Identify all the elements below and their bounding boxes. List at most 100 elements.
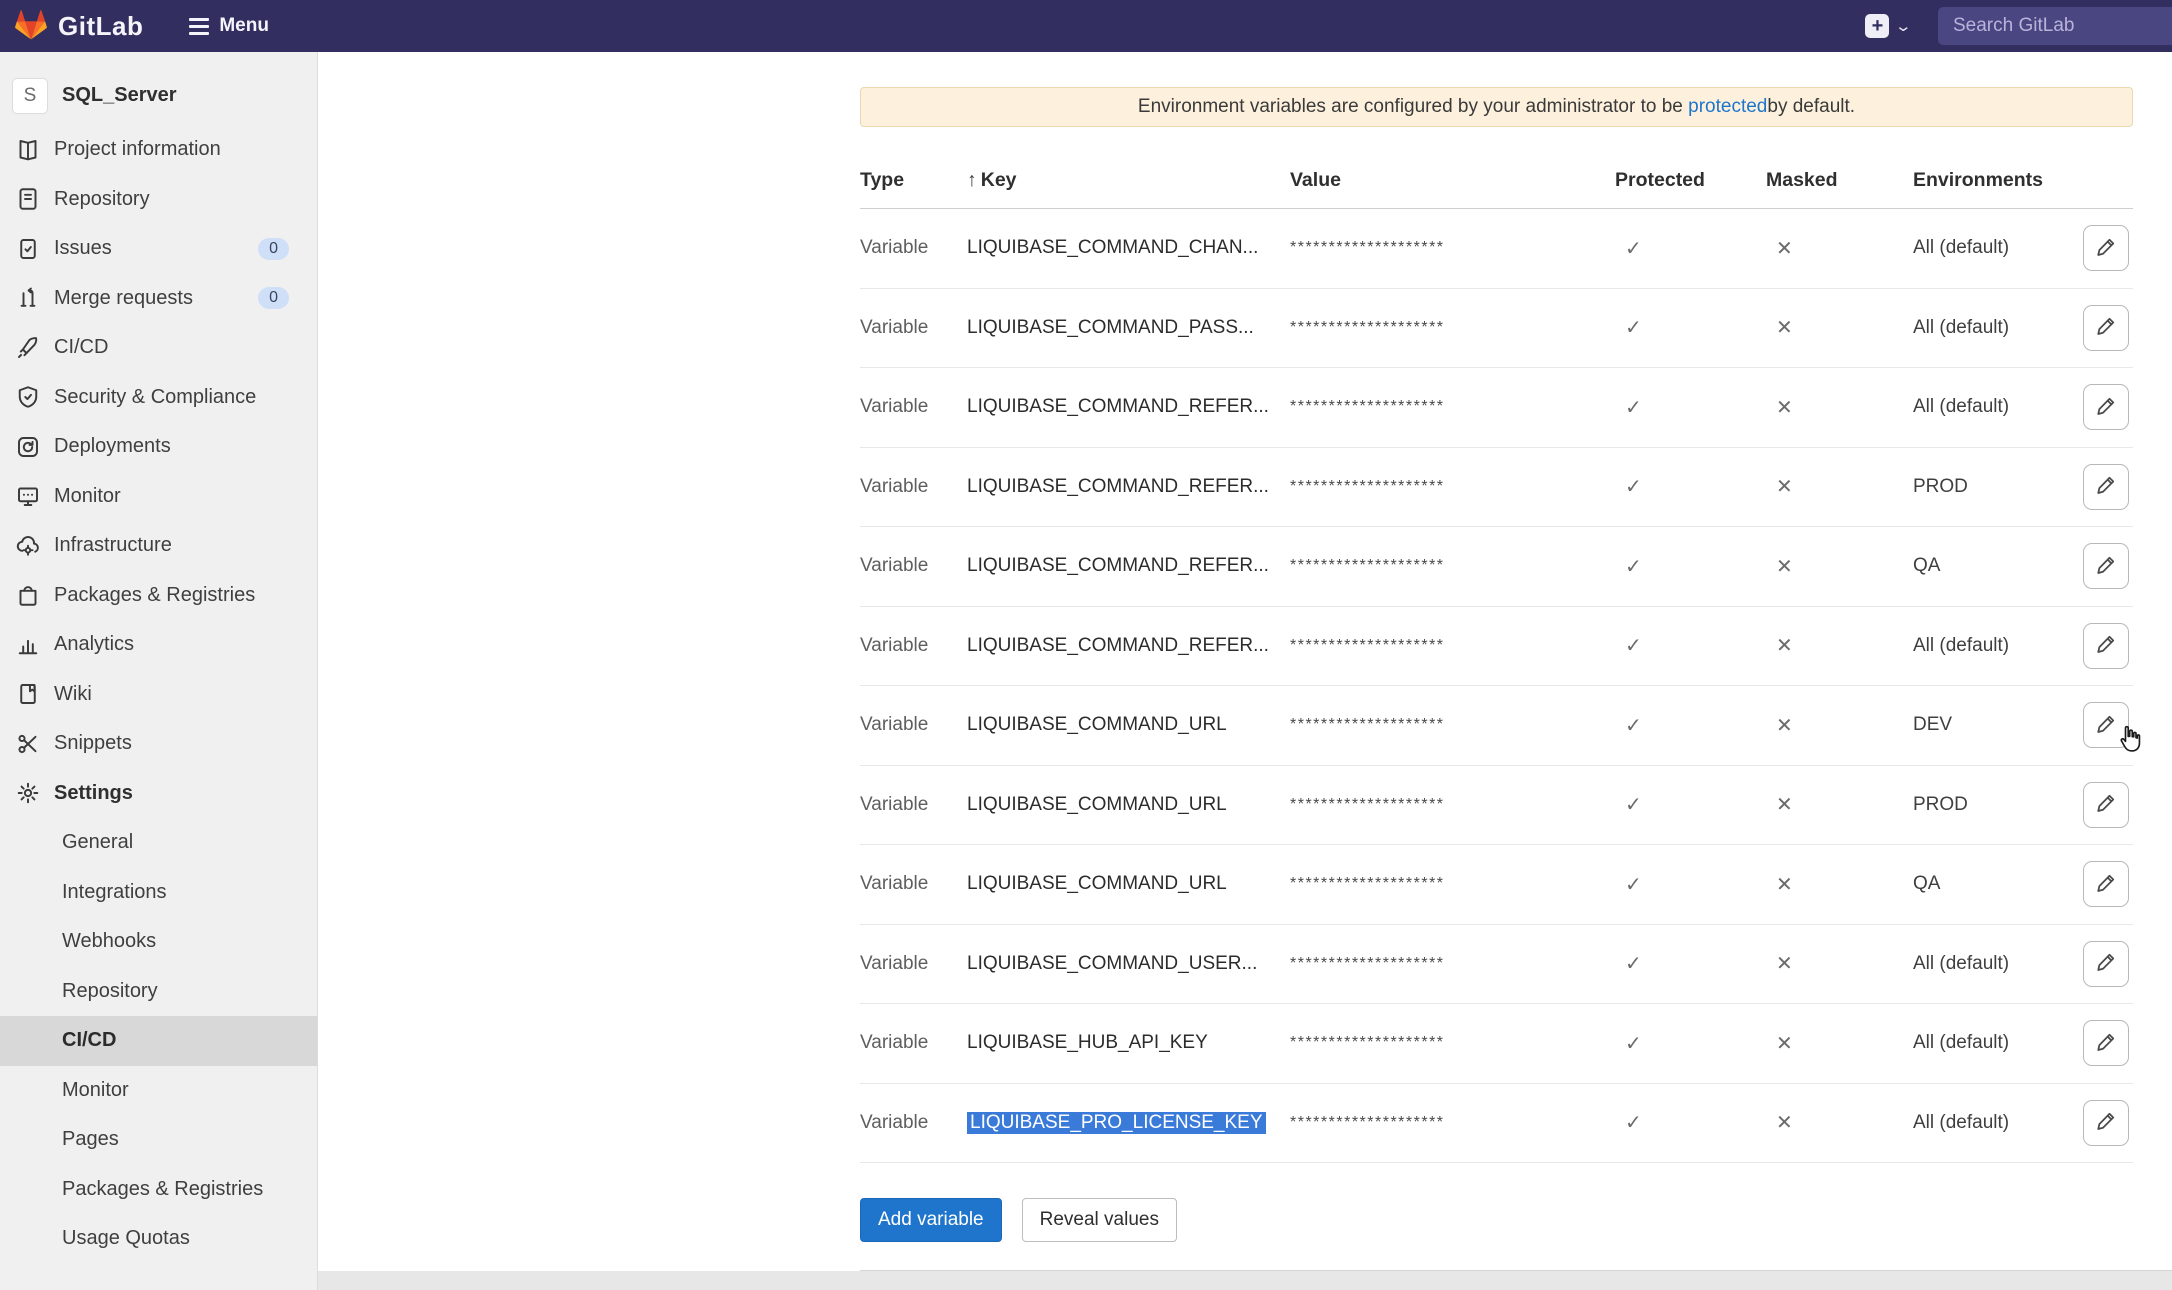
variable-environments: DEV — [1913, 714, 1953, 736]
pencil-icon — [2096, 475, 2116, 498]
variable-row: Variable LIQUIBASE_COMMAND_URL ***********… — [860, 686, 2133, 766]
variable-row: Variable LIQUIBASE_PRO_LICENSE_KEY *******… — [860, 1084, 2133, 1163]
edit-variable-button[interactable] — [2083, 1099, 2129, 1146]
pencil-icon — [2096, 237, 2116, 260]
variable-row: Variable LIQUIBASE_COMMAND_URL ***********… — [860, 845, 2133, 925]
new-menu-button[interactable]: + ⌄ — [1865, 14, 1913, 38]
edit-variable-button[interactable] — [2083, 463, 2129, 510]
sidebar-item-packages-registries[interactable]: Packages & Registries — [0, 571, 317, 621]
edit-variable-button[interactable] — [2083, 543, 2129, 590]
sidebar-subitem-packages-registries[interactable]: Packages & Registries — [62, 1177, 264, 1200]
hamburger-icon — [189, 17, 210, 35]
variable-key: LIQUIBASE_COMMAND_CHAN... — [967, 237, 1259, 259]
edit-variable-button[interactable] — [2083, 304, 2129, 351]
menu-label: Menu — [219, 15, 269, 36]
protected-check-icon: ✓ — [1625, 635, 1642, 658]
sidebar-item-ci-cd[interactable]: CI/CD — [0, 323, 317, 373]
variable-type: Variable — [860, 555, 929, 577]
edit-variable-button[interactable] — [2083, 1020, 2129, 1067]
variable-type: Variable — [860, 793, 929, 815]
variable-type: Variable — [860, 237, 929, 259]
pencil-icon — [2096, 714, 2116, 737]
sidebar-item-repository[interactable]: Repository — [0, 175, 317, 225]
variable-type: Variable — [860, 1032, 929, 1054]
sidebar-item-wiki[interactable]: Wiki — [0, 670, 317, 720]
sidebar-subitem-integrations[interactable]: Integrations — [62, 880, 167, 903]
sidebar-item-analytics[interactable]: Analytics — [0, 620, 317, 670]
protected-check-icon: ✓ — [1625, 476, 1642, 499]
variable-environments: PROD — [1913, 793, 1968, 815]
sidebar-item-settings[interactable]: Settings — [0, 769, 317, 819]
sidebar-item-security-compliance[interactable]: Security & Compliance — [0, 373, 317, 423]
variable-type: Variable — [860, 316, 929, 338]
gitlab-brand[interactable]: GitLab — [0, 10, 143, 42]
main-content: Environment variables are configured by … — [318, 52, 2172, 1290]
variable-type: Variable — [860, 714, 929, 736]
edit-variable-button[interactable] — [2083, 384, 2129, 431]
pencil-icon — [2096, 634, 2116, 657]
edit-variable-button[interactable] — [2083, 940, 2129, 987]
sidebar-subitem-pages[interactable]: Pages — [62, 1128, 119, 1151]
sidebar-item-merge-requests[interactable]: Merge requests 0 — [0, 274, 317, 324]
variable-masked-value: ******************** — [1290, 716, 1445, 734]
variable-key: LIQUIBASE_COMMAND_URL — [967, 873, 1227, 895]
masked-x-icon: ✕ — [1776, 476, 1793, 499]
sidebar-subitem-usage-quotas[interactable]: Usage Quotas — [62, 1227, 190, 1250]
variable-type: Variable — [860, 952, 929, 974]
shield-icon — [16, 385, 40, 409]
variable-masked-value: ******************** — [1290, 557, 1445, 575]
masked-x-icon: ✕ — [1776, 794, 1793, 817]
sidebar-subitem-monitor[interactable]: Monitor — [62, 1078, 129, 1101]
add-variable-button[interactable]: Add variable — [860, 1198, 1002, 1242]
masked-x-icon: ✕ — [1776, 1032, 1793, 1055]
edit-variable-button[interactable] — [2083, 225, 2129, 272]
variable-key: LIQUIBASE_COMMAND_REFER... — [967, 634, 1269, 656]
package-icon — [16, 583, 40, 607]
protected-link[interactable]: protected — [1688, 96, 1768, 117]
variable-key: LIQUIBASE_COMMAND_USER... — [967, 952, 1258, 974]
project-information-icon — [16, 138, 40, 162]
sidebar-item-issues[interactable]: Issues 0 — [0, 224, 317, 274]
masked-x-icon: ✕ — [1776, 953, 1793, 976]
sidebar-item-infrastructure[interactable]: Infrastructure — [0, 521, 317, 571]
sidebar-subitem-webhooks[interactable]: Webhooks — [62, 930, 157, 953]
topbar: GitLab Menu + ⌄ — [0, 0, 2172, 52]
project-name: SQL_Server — [62, 84, 177, 106]
count-badge: 0 — [258, 237, 289, 260]
chevron-down-icon: ⌄ — [1894, 18, 1913, 35]
brand-name: GitLab — [58, 10, 144, 41]
reveal-values-button[interactable]: Reveal values — [1021, 1198, 1177, 1242]
sidebar-item-snippets[interactable]: Snippets — [0, 719, 317, 769]
variable-environments: All (default) — [1913, 634, 2010, 656]
variable-masked-value: ******************** — [1290, 477, 1445, 495]
protected-check-icon: ✓ — [1625, 1032, 1642, 1055]
protected-check-icon: ✓ — [1625, 396, 1642, 419]
sidebar-item-project-information[interactable]: Project information — [0, 125, 317, 175]
sidebar-subitem-general[interactable]: General — [62, 831, 134, 854]
col-header-key[interactable]: ↑ Key — [967, 169, 1017, 191]
sidebar-subitem-repository[interactable]: Repository — [62, 979, 158, 1002]
variable-type: Variable — [860, 396, 929, 418]
edit-variable-button[interactable] — [2083, 702, 2129, 749]
variable-environments: All (default) — [1913, 952, 2010, 974]
sidebar-nav: Project information Repository Issues 0 Merg… — [0, 125, 317, 1264]
merge-request-icon — [16, 286, 40, 310]
pencil-icon — [2096, 316, 2116, 339]
edit-variable-button[interactable] — [2083, 781, 2129, 828]
edit-variable-button[interactable] — [2083, 861, 2129, 908]
variables-table-body: Variable LIQUIBASE_COMMAND_CHAN... *******… — [860, 209, 2133, 1163]
sidebar-subitem-ci-cd[interactable]: CI/CD — [0, 1016, 317, 1066]
analytics-icon — [16, 633, 40, 657]
search-input[interactable] — [1938, 15, 2172, 37]
variable-masked-value: ******************** — [1290, 875, 1445, 893]
search-box — [1938, 7, 2172, 45]
sidebar-item-deployments[interactable]: Deployments — [0, 422, 317, 472]
variable-masked-value: ******************** — [1290, 239, 1445, 257]
variable-masked-value: ******************** — [1290, 795, 1445, 813]
sidebar-item-monitor[interactable]: Monitor — [0, 472, 317, 522]
edit-variable-button[interactable] — [2083, 622, 2129, 669]
project-header[interactable]: S SQL_Server — [0, 52, 317, 125]
bottom-strip — [318, 1271, 2172, 1290]
sidebar: S SQL_Server Project information Reposito… — [0, 52, 318, 1290]
menu-button[interactable]: Menu — [189, 15, 269, 37]
